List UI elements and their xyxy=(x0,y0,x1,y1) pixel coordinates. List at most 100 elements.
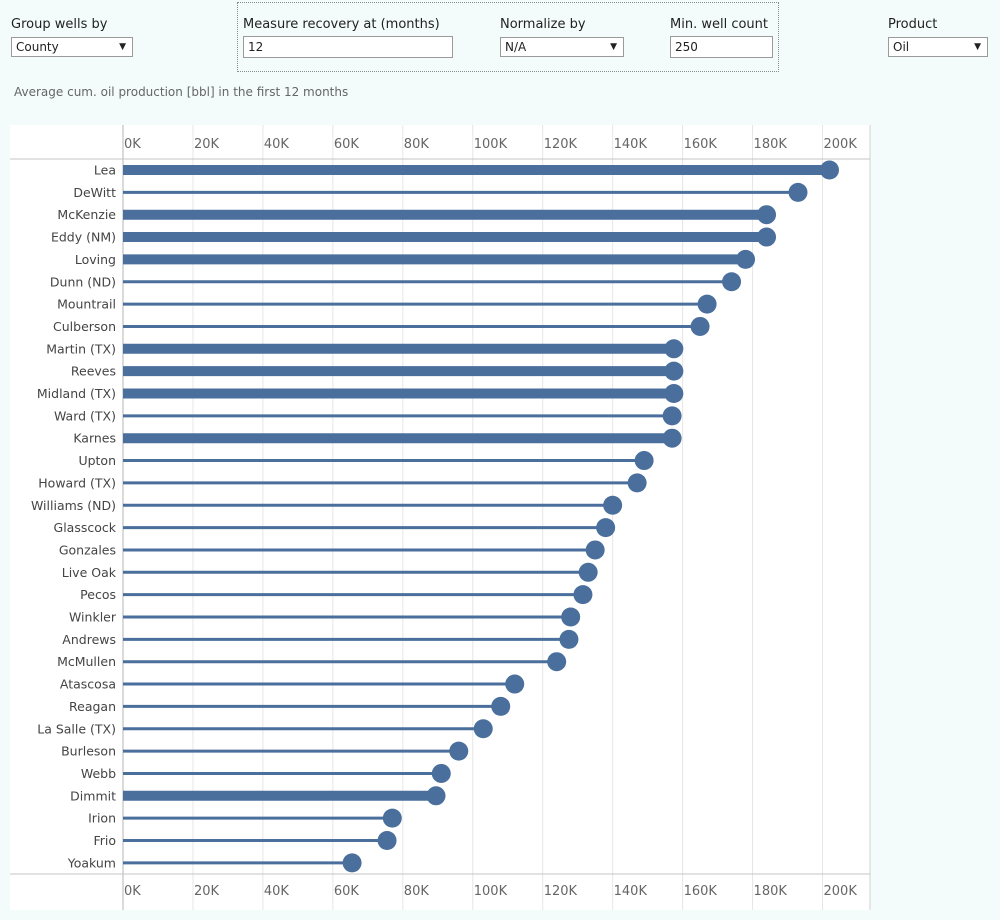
normalize-value: N/A xyxy=(505,40,527,54)
recovery-label: Measure recovery at (months) xyxy=(243,17,440,32)
chevron-down-icon: ▼ xyxy=(119,42,126,52)
category-label: Howard (TX) xyxy=(38,475,116,490)
lollipop-dot xyxy=(342,853,362,873)
x-tick-label-bottom: 140K xyxy=(614,884,648,899)
x-tick-label-top: 200K xyxy=(824,137,858,152)
x-tick-label-bottom: 0K xyxy=(124,884,141,899)
chart-title: Average cum. oil production [bbl] in the… xyxy=(14,85,349,99)
group-by-dropdown[interactable]: County ▼ xyxy=(11,37,133,57)
lollipop-dot xyxy=(603,495,623,515)
category-label: Atascosa xyxy=(60,677,116,692)
min-well-count-label: Min. well count xyxy=(670,17,768,32)
chevron-down-icon: ▼ xyxy=(610,42,617,52)
x-tick-label-top: 160K xyxy=(684,137,718,152)
x-tick-label-bottom: 100K xyxy=(474,884,508,899)
lollipop-dot xyxy=(788,182,808,202)
x-tick-label-top: 40K xyxy=(264,137,290,152)
x-tick-label-top: 100K xyxy=(474,137,508,152)
category-label: Burleson xyxy=(61,744,116,759)
lollipop-dot xyxy=(627,473,647,493)
category-label: Gonzales xyxy=(59,542,116,557)
lollipop-dot xyxy=(664,384,684,403)
lollipop-dot xyxy=(382,808,402,828)
group-by-label: Group wells by xyxy=(11,17,108,32)
category-label: Yoakum xyxy=(67,855,116,870)
category-label: Eddy (NM) xyxy=(51,230,116,245)
category-label: Reagan xyxy=(69,699,116,714)
category-label: Midland (TX) xyxy=(37,386,116,401)
x-tick-label-top: 60K xyxy=(334,137,360,152)
x-tick-label-bottom: 160K xyxy=(684,884,718,899)
x-tick-label-top: 120K xyxy=(544,137,578,152)
lollipop-dot xyxy=(664,361,684,381)
x-tick-label-top: 140K xyxy=(614,137,648,152)
category-label: Irion xyxy=(88,811,116,826)
lollipop-dot xyxy=(662,428,682,448)
lollipop-dot xyxy=(634,451,654,471)
lollipop-dot xyxy=(690,316,710,336)
lollipop-dot xyxy=(559,629,579,649)
product-dropdown[interactable]: Oil ▼ xyxy=(888,37,988,57)
category-label: McKenzie xyxy=(57,207,116,222)
category-label: Upton xyxy=(78,453,116,468)
lollipop-dot xyxy=(491,696,511,716)
normalize-dropdown[interactable]: N/A ▼ xyxy=(500,37,624,57)
lollipop-dot xyxy=(664,339,684,359)
category-label: DeWitt xyxy=(73,185,116,200)
normalize-label: Normalize by xyxy=(500,17,586,32)
category-label: Mountrail xyxy=(57,297,116,312)
product-label: Product xyxy=(888,17,938,32)
lollipop-dot xyxy=(736,249,756,269)
category-label: Martin (TX) xyxy=(46,341,116,356)
lollipop-dot xyxy=(697,294,717,314)
category-label: Reeves xyxy=(71,364,116,379)
lollipop-dot xyxy=(573,585,593,605)
x-tick-label-bottom: 60K xyxy=(334,884,360,899)
lollipop-dot xyxy=(431,763,451,783)
lollipop-dot xyxy=(377,831,397,850)
x-tick-label-bottom: 40K xyxy=(264,884,290,899)
x-tick-label-bottom: 120K xyxy=(544,884,578,899)
product-value: Oil xyxy=(893,40,910,54)
category-label: Karnes xyxy=(73,431,116,446)
category-label: Culberson xyxy=(53,319,116,334)
category-label: Williams (ND) xyxy=(31,498,116,513)
category-label: Winkler xyxy=(69,610,117,625)
category-label: Glasscock xyxy=(54,520,117,535)
category-label: Dunn (ND) xyxy=(50,274,116,289)
category-label: Loving xyxy=(75,252,116,267)
category-label: Andrews xyxy=(62,632,116,647)
lollipop-dot xyxy=(547,652,567,672)
x-tick-label-top: 0K xyxy=(124,137,141,152)
parameter-panel xyxy=(237,2,779,72)
lollipop-dot xyxy=(819,160,839,180)
chevron-down-icon: ▼ xyxy=(974,42,981,52)
x-tick-label-top: 80K xyxy=(404,137,430,152)
group-by-value: County xyxy=(16,40,59,54)
lollipop-dot xyxy=(722,272,742,292)
category-label: McMullen xyxy=(57,654,116,669)
x-tick-label-top: 20K xyxy=(194,137,220,152)
category-label: Dimmit xyxy=(70,788,116,803)
category-label: Ward (TX) xyxy=(54,408,116,423)
category-label: Pecos xyxy=(80,587,116,602)
min-well-count-input[interactable]: 250 xyxy=(670,36,773,58)
category-label: Lea xyxy=(94,163,116,178)
lollipop-dot xyxy=(585,540,605,560)
lollipop-dot xyxy=(578,562,598,582)
category-label: Live Oak xyxy=(62,565,117,580)
x-tick-label-top: 180K xyxy=(754,137,788,152)
category-label: Frio xyxy=(93,833,116,848)
lollipop-dot xyxy=(757,227,777,247)
lollipop-dot xyxy=(757,205,777,225)
lollipop-dot xyxy=(561,607,581,627)
x-tick-label-bottom: 80K xyxy=(404,884,430,899)
category-label: Webb xyxy=(81,766,116,781)
lollipop-dot xyxy=(505,674,525,694)
lollipop-dot xyxy=(449,741,469,761)
recovery-input[interactable]: 12 xyxy=(243,36,453,58)
lollipop-dot xyxy=(596,518,616,538)
x-tick-label-bottom: 20K xyxy=(194,884,220,899)
lollipop-dot xyxy=(473,719,493,739)
